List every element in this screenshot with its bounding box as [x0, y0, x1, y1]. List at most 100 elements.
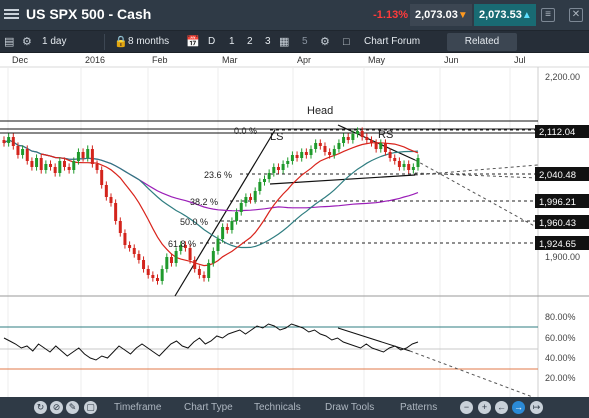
- zoom-in-icon[interactable]: +: [478, 401, 491, 414]
- candle: [76, 152, 80, 161]
- interval-selector[interactable]: 1 day: [42, 36, 67, 47]
- candle: [369, 140, 373, 143]
- candle: [230, 221, 234, 230]
- view-2-button[interactable]: 2: [247, 36, 253, 47]
- annotation-rs: RS: [378, 129, 393, 141]
- candle: [332, 149, 336, 155]
- candle: [258, 182, 262, 191]
- pencil-icon[interactable]: ✎: [66, 401, 79, 414]
- fib-label-0: 0.0 %: [234, 126, 257, 136]
- ask-price: 2,073.53: [479, 9, 522, 21]
- candle: [402, 164, 406, 167]
- view-1-button[interactable]: 1: [229, 36, 235, 47]
- settings-gear-icon[interactable]: ⚙: [22, 36, 32, 48]
- candle: [318, 143, 322, 146]
- candle: [25, 149, 29, 161]
- hamburger-menu-icon[interactable]: [4, 7, 19, 22]
- candle: [132, 248, 136, 254]
- refresh-icon[interactable]: ↻: [34, 401, 47, 414]
- lock-icon: 🔒: [114, 36, 128, 48]
- candle: [114, 203, 118, 221]
- back-icon[interactable]: ←: [495, 401, 508, 414]
- layout-icon[interactable]: ▦: [279, 36, 290, 48]
- chart-forum-link[interactable]: Chart Forum: [364, 36, 421, 47]
- candle: [100, 170, 104, 185]
- candle: [346, 137, 350, 140]
- technicals-menu[interactable]: Technicals: [254, 402, 301, 413]
- candle: [151, 275, 155, 278]
- x-label-3: Mar: [222, 55, 238, 65]
- view-d-button[interactable]: D: [208, 36, 216, 47]
- candle: [86, 149, 90, 158]
- candle: [137, 254, 141, 260]
- candle: [374, 143, 378, 149]
- menu-icon[interactable]: ≡: [541, 8, 555, 22]
- rsi-tick-40: 40.00%: [545, 353, 576, 363]
- candle: [90, 149, 94, 164]
- candle: [286, 161, 290, 164]
- candle: [253, 191, 257, 200]
- candle: [379, 143, 383, 149]
- price-chart[interactable]: Dec 2016 Feb Mar Apr May Jun Jul: [0, 53, 589, 397]
- up-arrow-icon: ▲: [521, 10, 532, 21]
- list-icon[interactable]: ▤: [4, 36, 15, 48]
- range-selector[interactable]: 8 months: [128, 36, 170, 47]
- candle: [16, 146, 20, 155]
- zoom-out-icon[interactable]: −: [460, 401, 473, 414]
- close-icon[interactable]: ✕: [569, 8, 583, 22]
- x-label-7: Jul: [514, 55, 526, 65]
- fib-label-38: 38.2 %: [190, 197, 218, 207]
- fib-label-23: 23.6 %: [204, 170, 232, 180]
- candle: [142, 260, 146, 269]
- candle: [53, 167, 57, 173]
- candle: [360, 131, 364, 137]
- chart-area[interactable]: Dec 2016 Feb Mar Apr May Jun Jul: [0, 53, 589, 397]
- forward-icon[interactable]: →: [512, 401, 525, 414]
- reset-icon[interactable]: ↦: [530, 401, 543, 414]
- calendar-icon[interactable]: 📅: [186, 36, 200, 48]
- candle: [39, 158, 43, 170]
- svg-text:2,040.48: 2,040.48: [539, 170, 576, 181]
- candle: [407, 164, 411, 170]
- ask-price-button[interactable]: 2,073.53▲: [474, 4, 536, 26]
- price-label-1924: 1,924.65: [535, 236, 589, 250]
- timeframe-menu[interactable]: Timeframe: [114, 402, 162, 413]
- candle: [225, 227, 229, 230]
- candle: [281, 164, 285, 170]
- candle: [128, 245, 132, 248]
- candle: [160, 269, 164, 281]
- candle: [328, 152, 332, 155]
- patterns-menu[interactable]: Patterns: [400, 402, 438, 413]
- rsi-tick-80: 80.00%: [545, 312, 576, 322]
- candle: [183, 245, 187, 248]
- candle: [235, 212, 239, 221]
- candle: [383, 143, 387, 152]
- candle: [165, 257, 169, 269]
- candle: [156, 278, 160, 281]
- chart-toolbar: ▤ ⚙ 1 day 🔒 8 months 📅 D 1 2 3 ▦ 5 ⚙ □ C…: [0, 31, 589, 53]
- candle: [118, 221, 122, 233]
- chart-type-menu[interactable]: Chart Type: [184, 402, 233, 413]
- candle: [309, 149, 313, 155]
- settings-icon[interactable]: ⚙: [320, 36, 330, 48]
- draw-tools-menu[interactable]: Draw Tools: [325, 402, 375, 413]
- related-button[interactable]: Related: [447, 33, 517, 51]
- x-label-5: May: [368, 55, 386, 65]
- x-label-6: Jun: [444, 55, 459, 65]
- svg-text:2,112.04: 2,112.04: [539, 127, 575, 138]
- no-entry-icon[interactable]: ⊘: [50, 401, 63, 414]
- bid-price: 2,073.03: [415, 9, 458, 21]
- toolbar-divider: [104, 34, 105, 50]
- candle: [193, 260, 197, 269]
- y-tick-2200: 2,200.00: [545, 72, 580, 82]
- window-title: US SPX 500 - Cash: [26, 6, 152, 22]
- down-arrow-icon: ▼: [457, 10, 468, 21]
- candle: [67, 167, 71, 170]
- expand-icon[interactable]: ▢: [84, 401, 97, 414]
- bid-price-button[interactable]: 2,073.03▼: [410, 4, 472, 26]
- candle: [30, 161, 34, 167]
- candle: [249, 197, 253, 200]
- candle: [179, 245, 183, 251]
- view-3-button[interactable]: 3: [265, 36, 271, 47]
- candle: [295, 155, 299, 158]
